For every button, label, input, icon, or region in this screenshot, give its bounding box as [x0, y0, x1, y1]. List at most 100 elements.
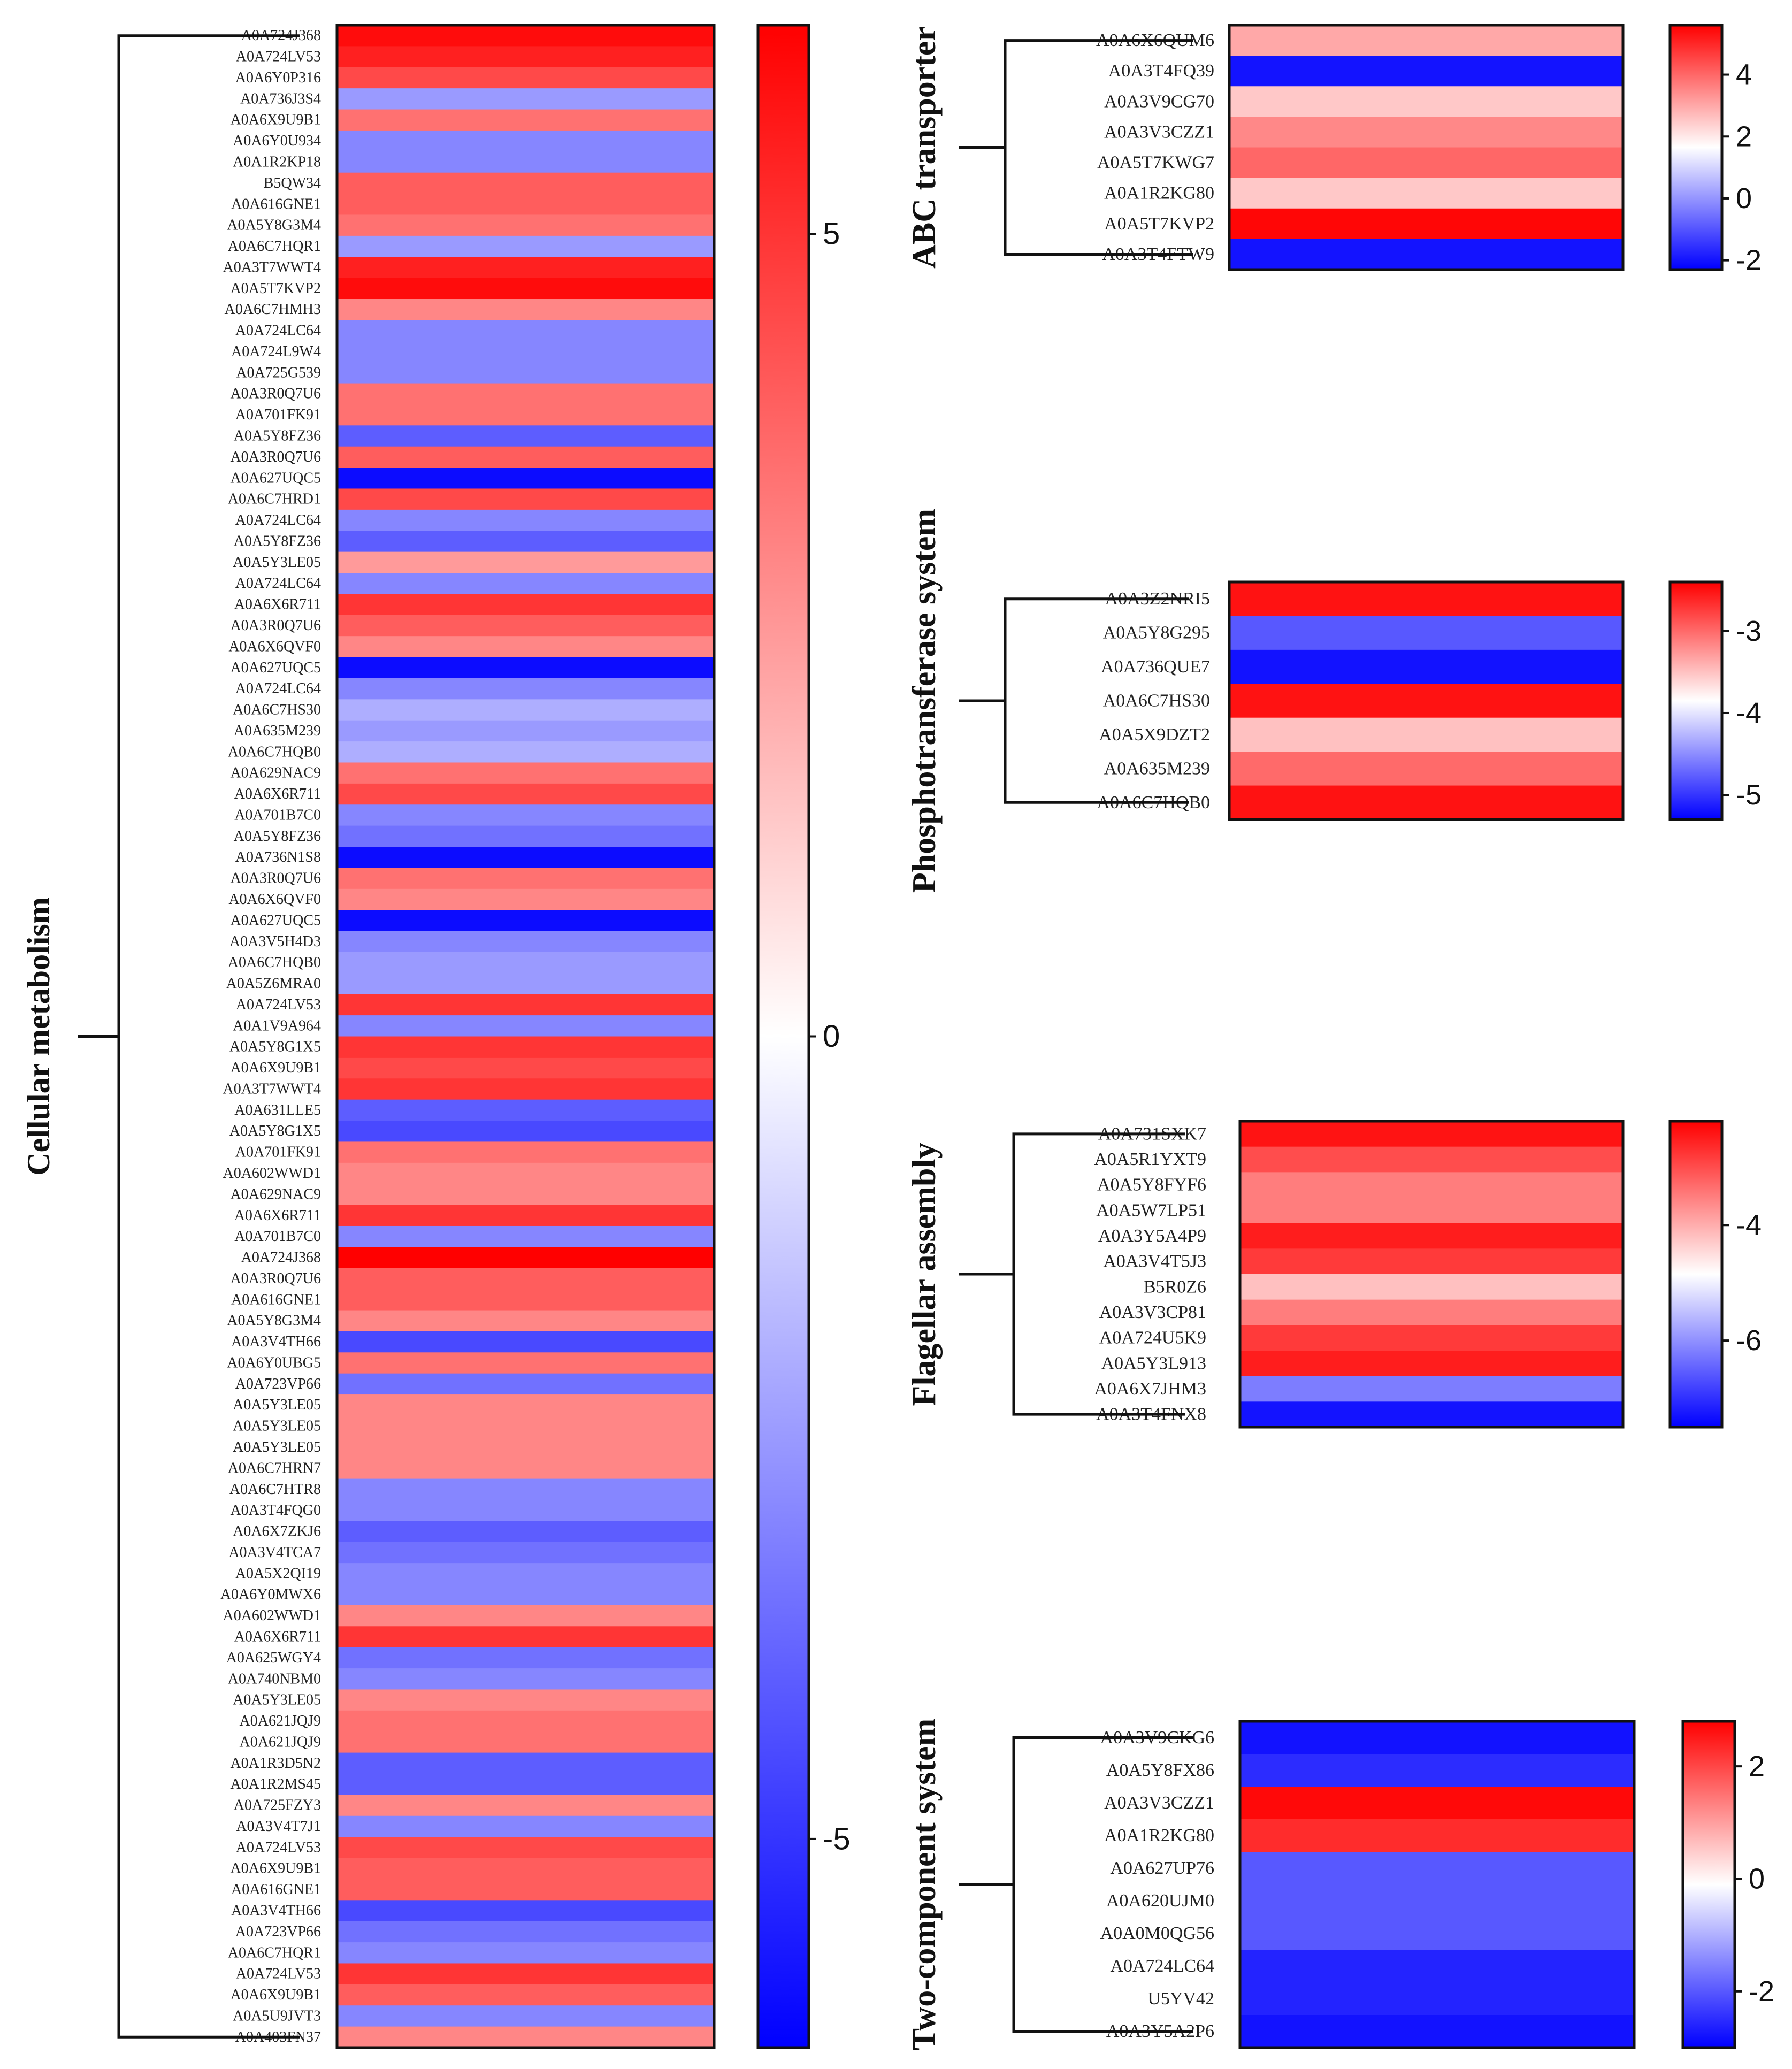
heatmap-cell — [337, 1394, 714, 1416]
heatmap-cell — [337, 1205, 714, 1227]
heatmap-cell — [337, 341, 714, 363]
heatmap-frame — [1238, 1720, 1636, 2049]
heatmap-cell — [1229, 208, 1623, 240]
row-label: A0A724LV53 — [236, 1839, 321, 1856]
heatmap-cell — [1240, 1917, 1634, 1950]
heatmap-cell — [337, 299, 714, 320]
heatmap-cell — [337, 1858, 714, 1880]
row-label: A0A724LC64 — [235, 512, 321, 528]
row-label: A0A5Y8G3M4 — [227, 1313, 321, 1329]
heatmap-cell — [1229, 649, 1623, 684]
heatmap-cell — [337, 1121, 714, 1143]
row-label: A0A724J368 — [241, 1250, 321, 1266]
heatmap-cell — [337, 194, 714, 216]
row-label: A0A3T4FQ39 — [1108, 61, 1214, 81]
heatmap-cell — [337, 1373, 714, 1395]
group-title: ABC transporter — [906, 26, 943, 269]
row-label: A0A6C7HQB0 — [228, 954, 321, 971]
heatmap-cell — [337, 320, 714, 342]
heatmap-cell — [337, 362, 714, 384]
colorbar-tick-label: 0 — [823, 1019, 840, 1054]
row-label: A0A5Y8FX86 — [1106, 1760, 1214, 1780]
row-label: A0A1R2KP18 — [233, 154, 321, 171]
heatmap-cell — [337, 1900, 714, 1922]
colorbar-tick-label: -3 — [1736, 615, 1762, 647]
group-bracket — [959, 1736, 1193, 2033]
row-label: A0A723VP66 — [235, 1924, 321, 1940]
row-label: A0A6X9U9B1 — [230, 112, 321, 128]
heatmap-cell — [337, 46, 714, 68]
group-title: Flagellar assembly — [906, 1142, 943, 1406]
row-label: A0A736N1S8 — [235, 849, 321, 865]
row-label: A0A5Y3LE05 — [233, 1439, 321, 1455]
heatmap-cell — [337, 551, 714, 573]
colorbar — [1668, 1120, 1724, 1429]
row-label: A0A3V4TH66 — [231, 1902, 321, 1919]
colorbar-tick-label: -5 — [1736, 779, 1762, 811]
row-label: A0A724LC64 — [235, 323, 321, 339]
heatmap-cell — [337, 1162, 714, 1184]
heatmap-frame — [1238, 1120, 1625, 1429]
heatmap-cell — [337, 1584, 714, 1606]
heatmap-cell — [337, 1563, 714, 1585]
heatmap-panel-cellular-metabolism: A0A724J368 A0A724LV53 A0A6Y0P316 A0A736J3S4… — [21, 24, 851, 2049]
row-label: A0A6Y0UBG5 — [227, 1354, 321, 1371]
heatmap-cell — [337, 1668, 714, 1690]
row-label: A0A724LC64 — [235, 680, 321, 697]
row-label: A0A3V9CG70 — [1104, 91, 1214, 111]
heatmap-frame — [335, 24, 716, 2049]
heatmap-cell — [337, 214, 714, 236]
heatmap-cell — [337, 952, 714, 974]
row-label: A0A725FZY3 — [234, 1797, 321, 1814]
colorbar-tick-label: 5 — [823, 217, 840, 251]
heatmap-cell — [337, 720, 714, 742]
row-label: A0A6X6R711 — [234, 786, 321, 802]
row-label: A0A0M0QG56 — [1100, 1924, 1214, 1943]
row-label: A0A3T7WWT4 — [223, 259, 321, 275]
heatmap-cell — [1240, 1721, 1634, 1754]
heatmap-cell — [1240, 1376, 1623, 1402]
heatmap-cell — [337, 1605, 714, 1627]
heatmap-cell — [337, 1184, 714, 1206]
row-label: A0A6X9U9B1 — [230, 1060, 321, 1076]
heatmap-cell — [337, 1542, 714, 1564]
row-label: A0A724LV53 — [236, 997, 321, 1013]
row-label: A0A627UP76 — [1110, 1858, 1214, 1878]
row-label: A0A629NAC9 — [230, 1186, 321, 1202]
heatmap-cell — [337, 1773, 714, 1795]
row-label: A0A6C7HS30 — [233, 702, 321, 718]
group-title: Two-component system — [906, 1719, 943, 2051]
row-label: A0A6C7HQR1 — [228, 1944, 321, 1961]
heatmap-cell — [337, 488, 714, 510]
row-label: A0A627UQC5 — [230, 660, 321, 676]
row-label: B5R0Z6 — [1144, 1277, 1206, 1297]
colorbar-tick-label: -2 — [1749, 1975, 1774, 2007]
row-label: A0A3V3CZZ1 — [1104, 122, 1214, 142]
colorbar-tick-label: -2 — [1736, 244, 1762, 277]
heatmap-cell — [337, 1499, 714, 1521]
heatmap-cell — [337, 404, 714, 426]
heatmap-cell — [337, 1436, 714, 1458]
row-label: A0A3Y5A4P9 — [1098, 1226, 1206, 1246]
heatmap-cell — [1240, 1299, 1623, 1325]
row-label: A0A724U5K9 — [1099, 1328, 1206, 1348]
heatmap-cell — [337, 657, 714, 679]
heatmap-cell — [337, 1984, 714, 2006]
row-label: A0A724LV53 — [236, 1966, 321, 1982]
heatmap-cell — [337, 1036, 714, 1058]
heatmap-cell — [337, 2026, 714, 2048]
row-label: A0A701B7C0 — [234, 1228, 321, 1245]
row-label: A0A5Y3LE05 — [233, 1397, 321, 1413]
row-label: A0A6C7HQB0 — [228, 744, 321, 760]
row-label: A0A5T7KVP2 — [1104, 214, 1214, 234]
heatmap-cell — [337, 1521, 714, 1543]
row-label: A0A625WGY4 — [226, 1650, 321, 1666]
row-label: A0A3V4T5J3 — [1103, 1252, 1206, 1271]
heatmap-cell — [337, 1415, 714, 1437]
heatmap-cell — [1240, 1351, 1623, 1377]
heatmap-cell — [337, 888, 714, 910]
colorbar-tick-label: -5 — [823, 1821, 851, 1856]
row-label: A0A6C7HTR8 — [229, 1481, 321, 1498]
row-label: A0A621JQJ9 — [240, 1734, 321, 1750]
